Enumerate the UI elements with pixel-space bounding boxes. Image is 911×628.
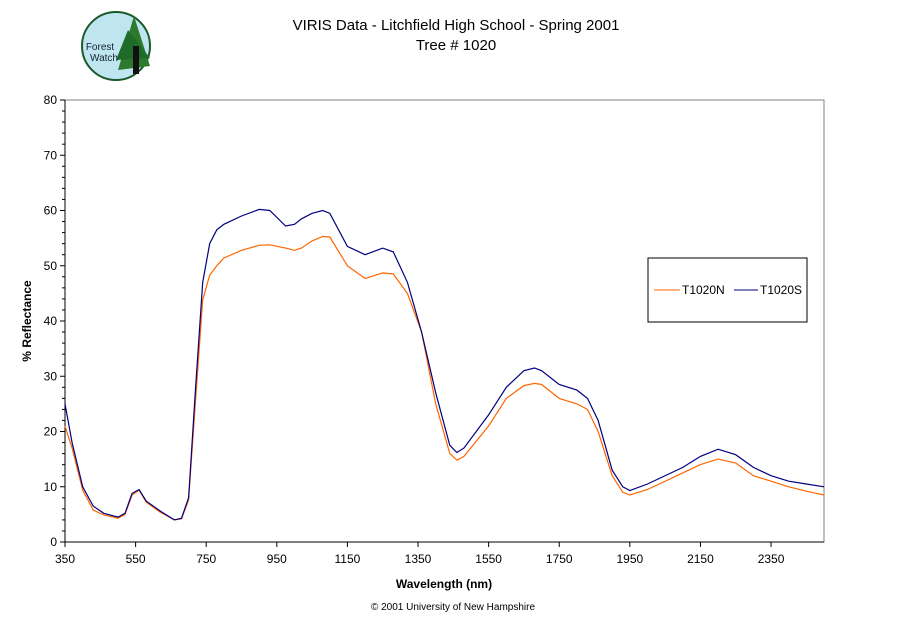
logo-text-forest: Forest <box>86 42 115 53</box>
x-tick-label: 1350 <box>405 552 432 566</box>
legend: T1020N T1020S <box>647 257 808 323</box>
x-tick-label: 2150 <box>687 552 714 566</box>
y-tick-label: 60 <box>44 204 58 218</box>
x-tick-label: 1750 <box>546 552 573 566</box>
x-tick-label: 350 <box>55 552 75 566</box>
x-tick-label: 1150 <box>335 552 361 566</box>
x-tick-label: 750 <box>196 552 216 566</box>
x-tick-label: 1950 <box>616 552 643 566</box>
x-tick-label: 2350 <box>758 552 785 566</box>
x-tick-label: 550 <box>126 552 146 566</box>
series-line-t1020n <box>64 235 825 521</box>
chart-subtitle: Tree # 1020 <box>416 37 496 54</box>
y-tick-label: 70 <box>44 148 58 162</box>
y-tick-label: 80 <box>44 93 58 107</box>
y-tick-label: 20 <box>44 425 58 439</box>
x-tick-label: 950 <box>267 552 287 566</box>
y-tick-label: 0 <box>50 535 57 549</box>
y-tick-label: 10 <box>44 480 58 494</box>
y-axis-label: % Reflectance <box>20 280 34 362</box>
legend-label-n: T1020N <box>682 283 725 297</box>
series-line-t1020s <box>64 208 825 521</box>
x-axis-label: Wavelength (nm) <box>396 577 492 591</box>
legend-label-s: T1020S <box>760 283 802 297</box>
y-tick-label: 50 <box>44 259 58 273</box>
x-tick-label: 1550 <box>475 552 502 566</box>
y-tick-label: 40 <box>44 314 58 328</box>
series-lines <box>64 208 825 521</box>
axes: 0 10 20 30 40 50 60 70 80 350 550 750 950 1150 1350 155… <box>44 93 824 566</box>
logo-text-watch: Watch <box>90 53 118 64</box>
y-tick-label: 30 <box>44 369 58 383</box>
copyright-footer: © 2001 University of New Hampshire <box>371 602 536 613</box>
chart-title: VIRIS Data - Litchfield High School - Sp… <box>293 17 620 34</box>
forest-watch-logo: Forest Watch <box>81 11 151 81</box>
